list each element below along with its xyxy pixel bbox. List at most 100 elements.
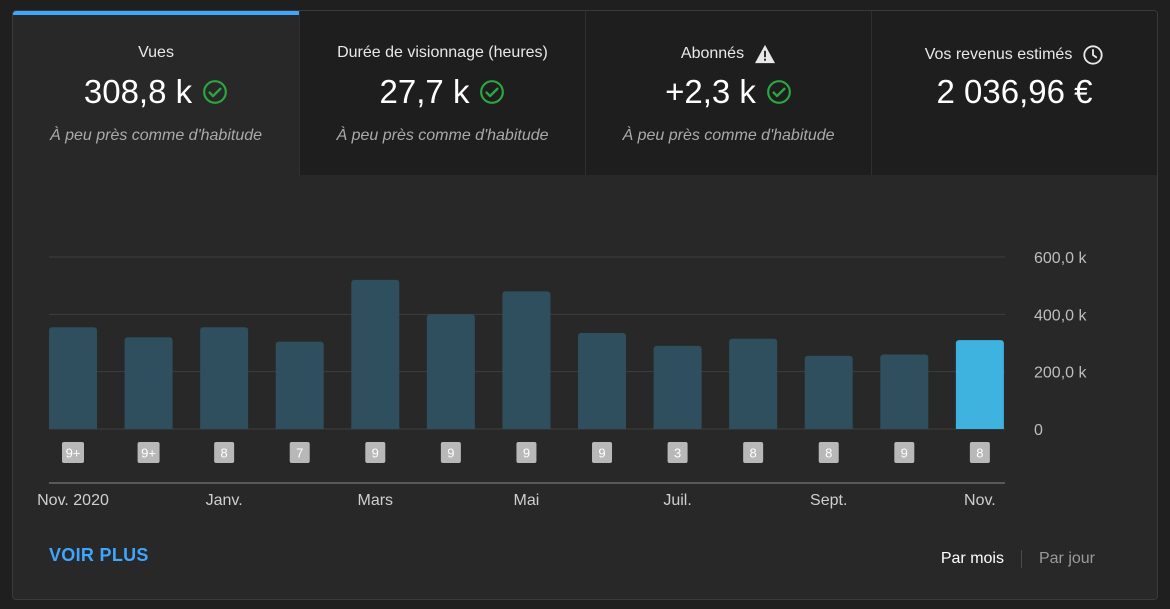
- metric-tabs: Vues 308,8 k À peu près comme d'habitude…: [13, 11, 1157, 175]
- metric-value: 2 036,96 €: [936, 73, 1093, 110]
- bar-chart-svg: 0 200,0 k 400,0 k 600,0 k 9+ Nov. 2020 9+ 8 Janv…: [37, 250, 1087, 509]
- divider: [1020, 550, 1022, 568]
- tab-title: Abonnés: [586, 44, 871, 64]
- chart-bar: [653, 345, 702, 429]
- video-count-badge: [62, 442, 84, 463]
- chart-bar: [880, 354, 929, 429]
- chart-bar-base: [124, 426, 173, 429]
- video-count-badge-label: 9: [901, 446, 908, 461]
- chart-bar-base: [351, 426, 400, 429]
- per-day-option[interactable]: Par jour: [1038, 550, 1095, 567]
- video-count-badge: [818, 442, 839, 463]
- warning-icon[interactable]: [754, 44, 776, 64]
- tab-value: 27,7 k: [300, 73, 585, 111]
- check-circle-icon: [202, 79, 228, 105]
- chart-bar: [426, 314, 475, 429]
- tab-title-label: Durée de visionnage (heures): [337, 44, 548, 61]
- x-tick-label: Mars: [358, 492, 394, 509]
- video-count-badge-label: 8: [976, 446, 983, 461]
- chart-bar-base: [502, 426, 551, 429]
- chart-bar: [124, 337, 173, 429]
- metric-value: +2,3 k: [665, 73, 756, 110]
- video-count-badge: [969, 442, 990, 463]
- video-count-badge: [137, 442, 160, 463]
- chart-bar: [729, 338, 778, 429]
- video-count-badge: [214, 442, 235, 463]
- chart-bar: [351, 279, 400, 429]
- see-more-link[interactable]: VOIR PLUS: [49, 545, 149, 565]
- tab-value: 2 036,96 €: [872, 73, 1157, 111]
- x-tick-label: Janv.: [206, 492, 243, 509]
- tab-title-label: Vues: [138, 44, 174, 61]
- chart-bar: [955, 340, 1004, 429]
- tab-title: Vues: [13, 44, 299, 62]
- check-circle-icon: [479, 79, 505, 105]
- y-tick-label: 200,0 k: [1034, 365, 1087, 382]
- video-count-badge-label: 9: [447, 446, 454, 461]
- video-count-badge: [289, 442, 310, 463]
- per-month-option[interactable]: Par mois: [940, 550, 1004, 567]
- video-count-badge-label: 8: [750, 446, 757, 461]
- tab-title: Vos revenus estimés: [872, 44, 1157, 66]
- video-count-badge-label: 9+: [141, 446, 156, 461]
- video-count-badge-label: 8: [825, 446, 832, 461]
- video-count-badge: [516, 442, 537, 463]
- chart-bar-base: [804, 426, 853, 429]
- chart-bar-base: [426, 426, 475, 429]
- metric-subtitle: À peu près comme d'habitude: [622, 127, 835, 144]
- y-tick-label: 0: [1034, 422, 1043, 439]
- chart-bar-base: [955, 426, 1004, 429]
- video-count-badge-label: 9: [372, 446, 379, 461]
- metric-subtitle: À peu près comme d'habitude: [336, 127, 549, 144]
- tab-subscribers[interactable]: Abonnés +2,3 k À peu près comme d'habitu…: [585, 11, 871, 175]
- metric-subtitle: À peu près comme d'habitude: [49, 127, 263, 144]
- chart-bar-base: [275, 426, 324, 429]
- chart-bar-base: [578, 426, 627, 429]
- chart-bar-base: [200, 426, 249, 429]
- tab-value: +2,3 k: [586, 73, 871, 111]
- metric-value: 308,8 k: [83, 73, 193, 110]
- check-circle-icon: [766, 79, 792, 105]
- chart-bar-base: [653, 426, 702, 429]
- chart-bar: [49, 327, 97, 429]
- tab-title: Durée de visionnage (heures): [300, 44, 585, 62]
- x-tick-label: Nov. 2020: [37, 492, 109, 509]
- tab-views[interactable]: Vues 308,8 k À peu près comme d'habitude: [13, 11, 299, 175]
- video-count-badge: [592, 442, 613, 463]
- chart-bar: [804, 355, 853, 429]
- video-count-badge-label: 3: [674, 446, 681, 461]
- metric-value: 27,7 k: [379, 73, 470, 110]
- tab-value: 308,8 k: [13, 73, 299, 111]
- tab-watch-time[interactable]: Durée de visionnage (heures) 27,7 k À pe…: [299, 11, 585, 175]
- chart-bar-base: [880, 426, 929, 429]
- video-count-badge-label: 9+: [66, 446, 81, 461]
- tab-title-label: Abonnés: [680, 45, 745, 62]
- video-count-badge-label: 8: [221, 446, 228, 461]
- tab-revenue[interactable]: Vos revenus estimés 2 036,96 €: [871, 11, 1157, 175]
- tab-title-label: Vos revenus estimés: [924, 46, 1073, 63]
- clock-icon[interactable]: [1082, 44, 1104, 66]
- x-tick-label: Nov.: [964, 492, 996, 509]
- video-count-badge-label: 9: [523, 446, 530, 461]
- x-tick-label: Sept.: [810, 492, 847, 509]
- video-count-badge: [440, 442, 461, 463]
- chart-bar-base: [49, 426, 97, 429]
- video-count-badge: [365, 442, 386, 463]
- views-chart: 0 200,0 k 400,0 k 600,0 k 9+ Nov. 2020 9+ 8 Janv…: [13, 175, 1157, 599]
- chart-bar: [275, 341, 324, 429]
- video-count-badge-label: 9: [598, 446, 605, 461]
- chart-bar: [578, 332, 627, 429]
- x-tick-label: Juil.: [663, 492, 691, 509]
- chart-bar-base: [729, 426, 778, 429]
- analytics-card: Vues 308,8 k À peu près comme d'habitude…: [12, 10, 1158, 600]
- granularity-toggle: Par mois Par jour: [941, 550, 1095, 568]
- chart-bar: [502, 291, 551, 429]
- video-count-badge: [894, 442, 915, 463]
- active-tab-indicator: [13, 11, 299, 15]
- y-tick-label: 600,0 k: [1034, 250, 1087, 267]
- video-count-badge: [743, 442, 764, 463]
- y-tick-label: 400,0 k: [1034, 307, 1087, 324]
- chart-bar: [200, 327, 249, 429]
- video-count-badge-label: 7: [296, 446, 303, 461]
- video-count-badge: [667, 442, 688, 463]
